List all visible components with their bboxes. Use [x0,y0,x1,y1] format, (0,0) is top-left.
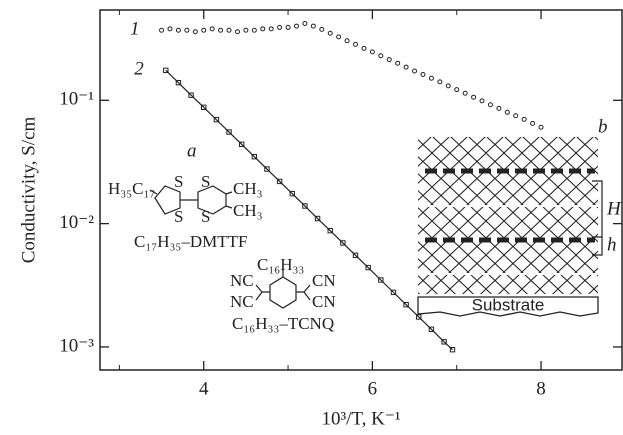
data-point [396,61,400,65]
chem-label: NC [230,292,254,311]
data-point [531,121,535,125]
data-point [480,99,484,103]
chart: Conductivity, S/cm 10³/T, K⁻¹ Substrate … [0,0,623,435]
data-point [514,114,518,118]
chem-label: H₃₅C₁₇ [108,179,155,198]
chem-label: S [201,207,210,226]
period-label: h [607,234,617,255]
annotation: a [187,140,197,161]
series-label: 2 [134,59,144,80]
data-point [294,24,298,28]
data-point [269,27,273,31]
data-point [370,50,374,54]
chem-label: CN [312,271,336,290]
data-point [311,24,315,28]
x-tick-label: 6 [368,378,378,399]
data-point [362,46,366,50]
data-point [328,31,332,35]
data-point [387,58,391,62]
data-point [185,28,189,32]
data-point [497,106,501,110]
chem-label: S [201,172,210,191]
data-point [235,30,239,34]
data-point [345,39,349,43]
series-label: 1 [130,19,140,40]
data-point [446,84,450,88]
data-point [160,28,164,32]
chem-label: CH₃ [233,201,263,220]
substrate-label: Substrate [472,295,545,314]
data-point [219,28,223,32]
chem-label: C₁₇H₃₅–DMTTF [134,232,247,251]
chem-label: S [174,172,183,191]
data-point [413,69,417,73]
data-point [261,27,265,31]
data-point [320,27,324,31]
layer [418,275,598,294]
data-point [429,76,433,80]
y-axis-title: Conductivity, S/cm [18,117,39,264]
data-point [168,27,172,31]
data-point [286,25,290,29]
data-point [404,65,408,69]
period-label: H [606,198,622,219]
data-point [472,95,476,99]
chem-label: S [174,207,183,226]
data-point [193,30,197,34]
y-tick-label: 10⁻¹ [59,89,94,110]
data-point [438,80,442,84]
data-point [176,28,180,32]
chem-label: CN [312,292,336,311]
dmttf-structure: H₃₅C₁₇ S S S S CH₃ CH₃ C₁₇H₃₅–DMTTF [108,172,263,251]
data-point [421,72,425,76]
x-tick-label: 8 [536,378,546,399]
data-point [455,88,459,92]
x-tick-label: 4 [199,378,209,399]
data-point [244,28,248,32]
data-point [210,27,214,31]
layer-diagram: Substrate H h [418,137,622,316]
chem-label: C₁₆H₃₃ [257,255,304,274]
data-point [505,110,509,114]
x-axis-title: 10³/T, K⁻¹ [321,408,400,429]
data-point [303,21,307,25]
chem-label: NC [230,271,254,290]
data-point [379,54,383,58]
annotation: b [598,116,608,137]
tcnq-structure: C₁₆H₃₃ NC NC CN CN C₁₆H₃₃–TCNQ [230,255,336,333]
data-point [539,125,543,129]
data-point [202,28,206,32]
data-point [522,117,526,121]
data-point [488,103,492,107]
data-point [463,91,467,95]
chem-label: CH₃ [233,179,263,198]
chem-label: C₁₆H₃₃–TCNQ [232,314,334,333]
data-point [227,28,231,32]
data-point [337,35,341,39]
data-point [278,25,282,29]
data-point [252,28,256,32]
y-tick-label: 10⁻³ [59,335,94,356]
data-point [354,42,358,46]
y-tick-label: 10⁻² [59,212,94,233]
